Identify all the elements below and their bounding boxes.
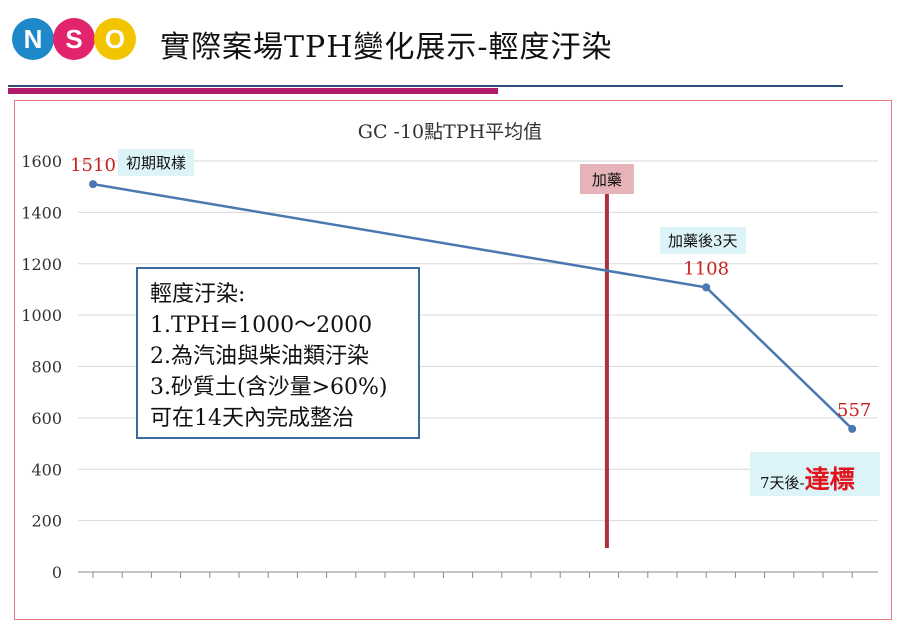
logo-circle-o bbox=[94, 18, 136, 60]
y-tick-label: 400 bbox=[31, 460, 62, 479]
note-line: 輕度汙染: bbox=[150, 282, 246, 307]
nso-logo: N S O bbox=[12, 18, 136, 60]
y-tick-label: 1000 bbox=[21, 306, 62, 325]
y-tick-label: 1400 bbox=[21, 203, 62, 222]
logo-letter-o: O bbox=[105, 24, 125, 54]
logo-letter-n: N bbox=[24, 24, 43, 54]
logo-letter-s: S bbox=[65, 24, 82, 54]
logo-circle-s bbox=[53, 18, 95, 60]
target-prefix: 7天後- bbox=[760, 474, 805, 492]
data-label: 557 bbox=[837, 400, 871, 421]
slide-title: 實際案場TPH變化展示-輕度汙染 bbox=[160, 30, 613, 65]
header-accent-bar bbox=[8, 88, 498, 94]
annotation-initial-sampling: 初期取樣 bbox=[118, 149, 195, 176]
data-point bbox=[848, 424, 857, 433]
y-tick-label: 0 bbox=[52, 563, 62, 582]
target-achieved: 達標 bbox=[804, 465, 855, 494]
y-tick-label: 200 bbox=[31, 512, 62, 531]
chart-title: GC -10點TPH平均值 bbox=[357, 121, 543, 143]
header-divider bbox=[8, 85, 843, 87]
data-label: 1108 bbox=[683, 258, 729, 279]
line-chart: 0 200 400 600 800 1000 1200 1400 1600 加藥 1510 1108 5… bbox=[21, 152, 878, 582]
y-tick-label: 800 bbox=[31, 358, 62, 377]
logo-circle-n bbox=[12, 18, 54, 60]
data-label: 1510 bbox=[70, 155, 116, 176]
note-line: 2.為汽油與柴油類汙染 bbox=[150, 344, 369, 369]
y-tick-label: 1200 bbox=[21, 255, 62, 274]
note-line: 1.TPH=1000～2000 bbox=[150, 313, 373, 338]
dosing-marker-box bbox=[579, 164, 634, 194]
pollution-note-box: 輕度汙染: 1.TPH=1000～2000 2.為汽油與柴油類汙染 3.砂質土(… bbox=[136, 267, 420, 439]
dosing-marker-label: 加藥 bbox=[592, 171, 622, 189]
y-tick-label: 600 bbox=[31, 409, 62, 428]
annotation-7-days-target: 7天後-達標 bbox=[750, 452, 880, 496]
note-line: 可在14天內完成整治 bbox=[150, 406, 354, 431]
y-tick-label: 1600 bbox=[21, 152, 62, 171]
data-point bbox=[702, 283, 711, 292]
annotation-3-days-after: 加藥後3天 bbox=[660, 227, 746, 254]
data-point bbox=[89, 180, 97, 189]
note-line: 3.砂質土(含沙量>60%) bbox=[150, 375, 388, 400]
